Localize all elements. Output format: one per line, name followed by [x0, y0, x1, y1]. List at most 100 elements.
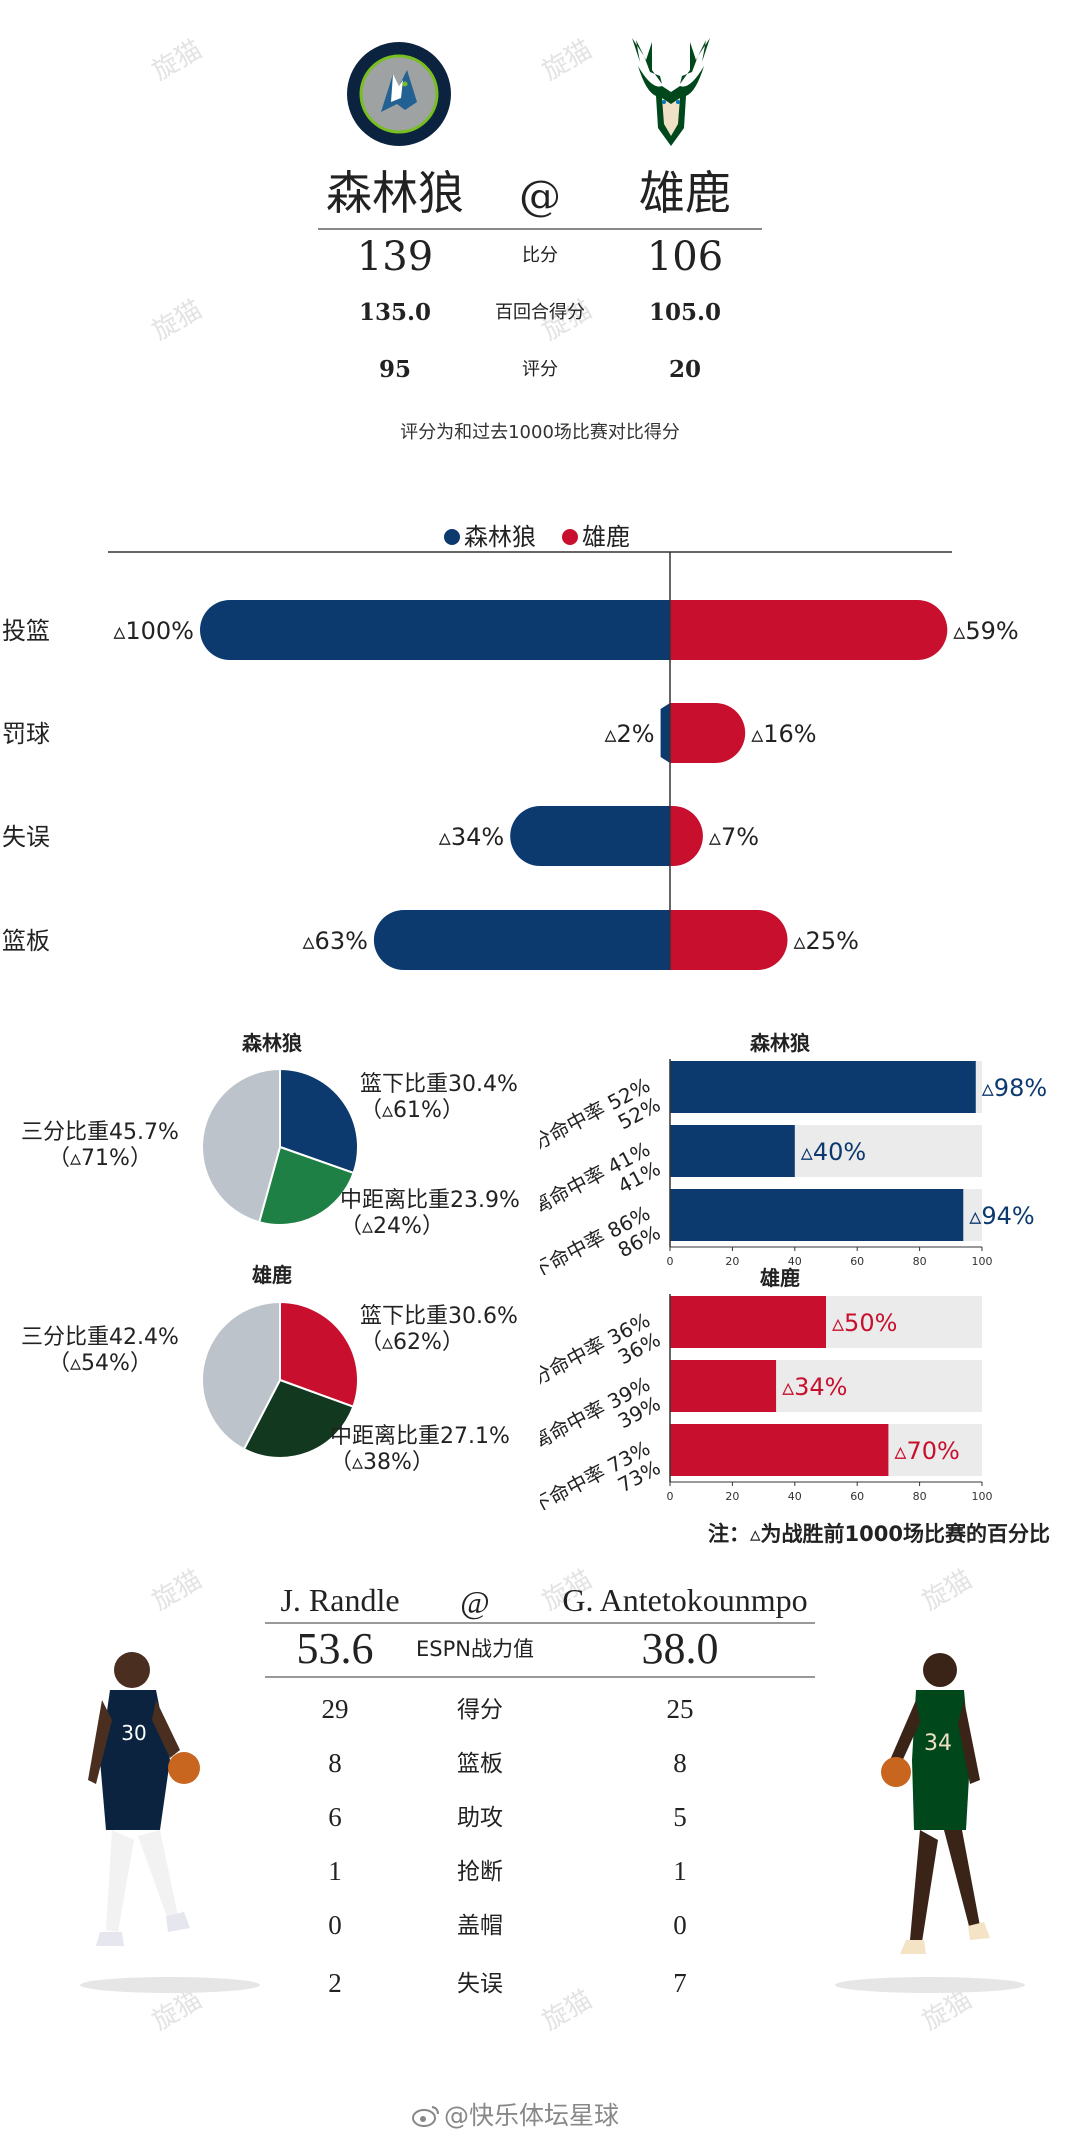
header-away-value: 20: [668, 356, 701, 383]
player-away-stat: 8: [673, 1748, 687, 1778]
header-divider: [318, 228, 762, 230]
player-home-stat: 29: [321, 1694, 349, 1724]
category-label: 罚球: [2, 720, 50, 748]
pie-slice-label: 中距离比重27.1%: [330, 1424, 510, 1449]
watermark: 旋猫: [917, 1564, 978, 1617]
player-divider-top: [265, 1622, 815, 1624]
category-label: 投篮: [2, 617, 50, 645]
player-divider-bottom: [265, 1676, 815, 1678]
bar: [670, 1189, 964, 1241]
pie-slice: [201, 1300, 281, 1451]
header-home-value: 135.0: [358, 299, 432, 326]
at-sign: @: [519, 171, 561, 220]
x-tick-label: 20: [725, 1255, 739, 1268]
espn-away: 38.0: [641, 1624, 719, 1673]
player-away-stat: 5: [673, 1802, 687, 1832]
diverging-bar-chart: 投篮 ▵100% ▵59% 罚球 ▵2% ▵16% 失误 ▵34% ▵7% 篮板 ▵63% ▵25%: [2, 551, 1019, 970]
bar-value-label: ▵94%: [969, 1202, 1034, 1230]
legend-label-wolves: 森林狼: [464, 523, 536, 551]
pie-slice: [279, 1300, 359, 1409]
legend: 森林狼 雄鹿: [440, 520, 660, 554]
header-away-value: 105.0: [648, 299, 722, 326]
bar-label-bucks: ▵16%: [751, 720, 816, 748]
bar: [670, 1424, 889, 1476]
watermark: 旋猫: [537, 1984, 598, 2037]
pie-title-wolves: 森林狼: [242, 1031, 302, 1055]
category-label: 篮下命中率 73%73%: [540, 1436, 664, 1510]
wolves-logo: [345, 40, 453, 148]
bar: [670, 1061, 976, 1113]
x-tick-label: 40: [788, 1255, 802, 1268]
bar-value-label: ▵98%: [982, 1074, 1047, 1102]
bar-label-bucks: ▵25%: [794, 927, 859, 955]
svg-text:30: 30: [121, 1721, 146, 1745]
bucks-logo: [622, 32, 720, 150]
pie-slice: [242, 1378, 355, 1459]
home-team-name: 森林狼: [326, 166, 464, 220]
player-stat-label: 得分: [457, 1697, 503, 1723]
header-away-value: 106: [646, 234, 724, 280]
x-tick-label: 80: [913, 1255, 927, 1268]
watermark: 旋猫: [147, 294, 208, 347]
watermark: 旋猫: [147, 34, 208, 87]
bar-value-label: ▵34%: [782, 1373, 847, 1401]
x-tick-label: 60: [850, 1490, 864, 1503]
bar-wolves: [660, 703, 670, 763]
bar-value-label: ▵70%: [894, 1437, 959, 1465]
randle-image: 30: [60, 1640, 260, 2000]
shooting-bar-chart-bucks: ▵50%三分命中率 36%36%▵34%中距离命中率 39%39%▵70%篮下命…: [540, 1294, 993, 1510]
watermark: 旋猫: [537, 34, 598, 87]
espn-home: 53.6: [296, 1624, 374, 1673]
x-tick-label: 0: [667, 1255, 674, 1268]
pie-slice-label: 中距离比重23.9%: [340, 1188, 520, 1213]
player-stat-label: 盖帽: [457, 1913, 503, 1939]
bar-bucks: [670, 600, 948, 660]
pie-slice: [201, 1067, 281, 1224]
header-home-value: 95: [378, 356, 411, 383]
x-tick-label: 60: [850, 1255, 864, 1268]
bar: [670, 1360, 777, 1412]
pie-slice: [279, 1067, 359, 1175]
bar-label-wolves: ▵63%: [303, 927, 368, 955]
shot-note: 注：▵为战胜前1000场比赛的百分比: [708, 1522, 1050, 1546]
bar-wolves: [200, 600, 670, 660]
rating-note: 评分为和过去1000场比赛对比得分: [400, 422, 680, 443]
legend-label-bucks: 雄鹿: [582, 523, 630, 551]
away-team-name: 雄鹿: [639, 166, 731, 220]
player-away-stat: 1: [673, 1856, 687, 1886]
player-stat-label: 抢断: [457, 1859, 503, 1885]
home-player-name: J. Randle: [280, 1582, 400, 1618]
pie-slice-sub: （▵54%）: [48, 1351, 152, 1376]
footer-handle: @快乐体坛星球: [444, 2101, 620, 2130]
pie-title-bucks: 雄鹿: [252, 1263, 292, 1287]
x-tick-label: 80: [913, 1490, 927, 1503]
header-row-label: 比分: [522, 245, 558, 266]
bar-value-label: ▵50%: [832, 1309, 897, 1337]
player-home-stat: 8: [328, 1748, 342, 1778]
bar-label-bucks: ▵7%: [709, 823, 759, 851]
player-away-stat: 7: [673, 1968, 687, 1998]
player-home-stat: 1: [328, 1856, 342, 1886]
legend-swatch-wolves: [444, 529, 460, 545]
player-stat-label: 篮板: [457, 1751, 503, 1777]
player-away-stat: 0: [673, 1910, 687, 1940]
pie-slice-label: 三分比重45.7%: [21, 1120, 179, 1145]
pie-chart-bucks: [201, 1300, 359, 1459]
bar-value-label: ▵40%: [801, 1138, 866, 1166]
bar: [670, 1125, 795, 1177]
player-at-sign: @: [460, 1584, 490, 1620]
player-stat-label: 助攻: [457, 1805, 503, 1831]
pie-chart-wolves: [201, 1067, 359, 1226]
category-label: 失误: [2, 823, 50, 851]
shooting-bar-chart-wolves: ▵98%三分命中率 52%52%▵40%中距离命中率 41%41%▵94%篮下命…: [540, 1059, 1047, 1275]
pie-slice-sub: （▵38%）: [330, 1450, 434, 1475]
pie-slice-sub: （▵62%）: [360, 1330, 464, 1355]
x-tick-label: 100: [972, 1255, 993, 1268]
category-label: 篮板: [2, 927, 50, 955]
bar-wolves: [373, 910, 670, 970]
bar-bucks: [670, 910, 788, 970]
player-stat-label: 失误: [457, 1971, 503, 1997]
watermark: 旋猫: [147, 1564, 208, 1617]
header-row-label: 评分: [522, 359, 558, 380]
pie-slice-label: 三分比重42.4%: [21, 1325, 179, 1350]
